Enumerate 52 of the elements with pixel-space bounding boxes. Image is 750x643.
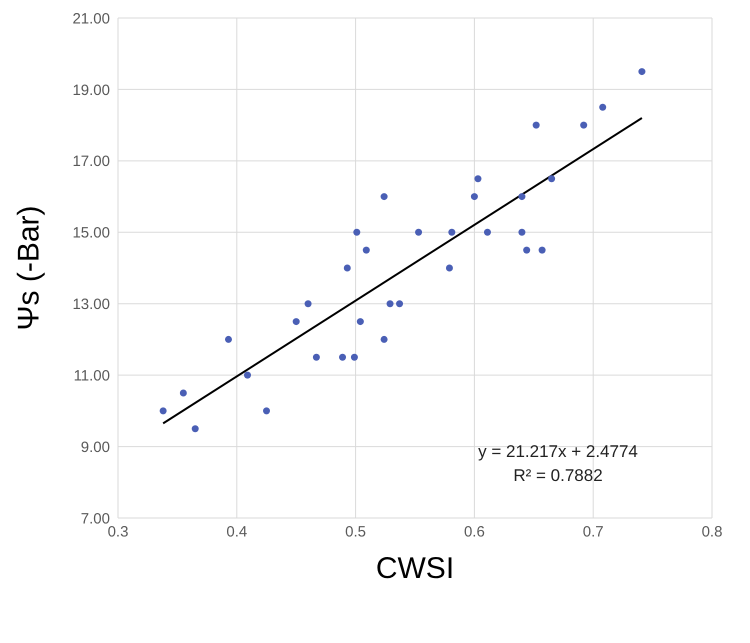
point bbox=[396, 300, 404, 308]
y-tick-label: 17.00 bbox=[72, 153, 110, 170]
point bbox=[292, 318, 300, 326]
point bbox=[244, 372, 251, 379]
point bbox=[532, 122, 540, 129]
point bbox=[380, 193, 388, 200]
point bbox=[484, 228, 491, 236]
annotation: y = 21.217x + 2.4774 bbox=[477, 441, 639, 463]
y-axis-title: Ψs (-Bar) bbox=[12, 205, 46, 331]
x-tick-label: 0.3 bbox=[108, 524, 128, 541]
point bbox=[304, 300, 312, 308]
point bbox=[474, 175, 482, 182]
point bbox=[448, 228, 456, 236]
point bbox=[356, 318, 364, 326]
y-tick-label: 15.00 bbox=[72, 224, 110, 242]
point bbox=[518, 228, 526, 236]
point bbox=[599, 104, 606, 111]
point bbox=[339, 354, 346, 361]
point bbox=[518, 193, 526, 200]
point bbox=[160, 407, 167, 414]
x-axis-title: CWSI bbox=[376, 552, 454, 585]
x-tick-label: 0.6 bbox=[464, 524, 485, 541]
point bbox=[344, 264, 351, 272]
y-tick-label: 11.00 bbox=[74, 367, 110, 384]
y-tick-label: 19.00 bbox=[72, 82, 110, 99]
x-tick-label: 0.5 bbox=[345, 524, 366, 541]
point bbox=[523, 246, 530, 254]
point bbox=[548, 175, 556, 182]
point bbox=[180, 390, 187, 396]
point bbox=[446, 264, 453, 272]
point bbox=[415, 228, 422, 236]
point bbox=[380, 336, 388, 343]
point bbox=[362, 246, 370, 254]
point bbox=[538, 246, 546, 254]
point bbox=[224, 336, 232, 343]
point bbox=[638, 68, 646, 76]
y-tick-label: 7.00 bbox=[80, 510, 110, 528]
point bbox=[470, 193, 478, 200]
point bbox=[580, 122, 588, 129]
point bbox=[312, 354, 320, 361]
y-tick-label: 13.00 bbox=[72, 296, 110, 314]
point bbox=[353, 228, 360, 236]
y-tick-label: 21.00 bbox=[72, 10, 110, 28]
point bbox=[386, 300, 394, 308]
x-tick-label: 0.8 bbox=[702, 524, 722, 541]
point bbox=[192, 425, 199, 432]
annotation: R² = 0.7882 bbox=[512, 465, 604, 487]
x-tick-label: 0.4 bbox=[226, 524, 248, 541]
point bbox=[350, 354, 358, 361]
x-tick-label: 0.7 bbox=[582, 524, 604, 541]
y-tick-label: 9.00 bbox=[80, 438, 110, 456]
point bbox=[263, 407, 270, 414]
